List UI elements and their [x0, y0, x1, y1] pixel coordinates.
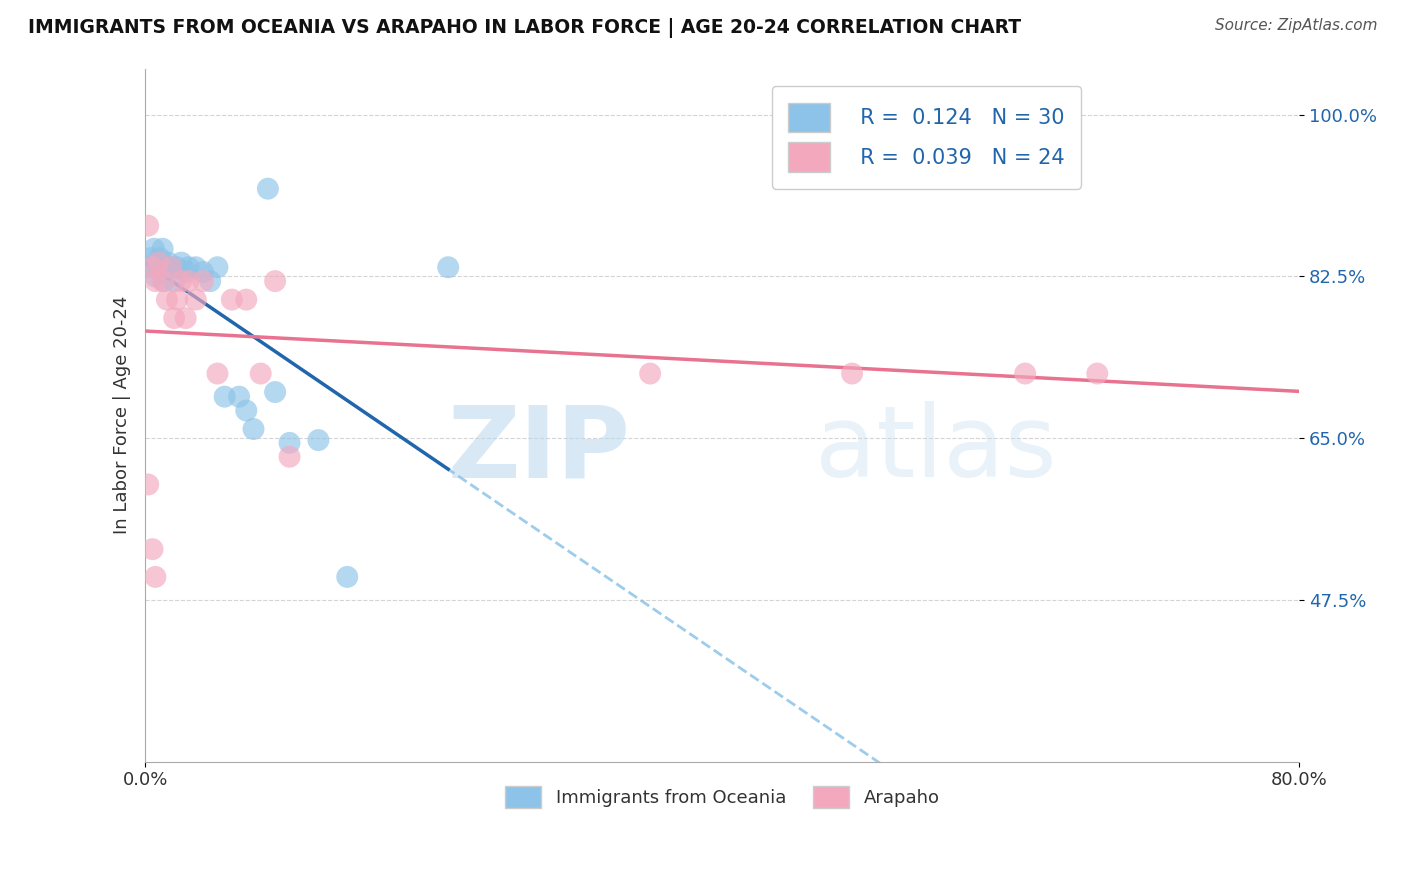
- Point: [170, 274, 193, 288]
- Point: [1085, 367, 1108, 381]
- Legend: Immigrants from Oceania, Arapaho: Immigrants from Oceania, Arapaho: [498, 779, 946, 815]
- Point: [177, 260, 200, 275]
- Point: [145, 269, 167, 284]
- Point: [166, 293, 188, 307]
- Point: [136, 477, 159, 491]
- Y-axis label: In Labor Force | Age 20-24: In Labor Force | Age 20-24: [114, 296, 131, 534]
- Point: [145, 570, 167, 584]
- Point: [141, 260, 163, 275]
- Point: [166, 260, 188, 275]
- Point: [437, 260, 460, 275]
- Point: [149, 251, 172, 265]
- Point: [235, 293, 257, 307]
- Point: [139, 251, 162, 265]
- Point: [148, 255, 170, 269]
- Point: [156, 260, 179, 275]
- Point: [153, 274, 176, 288]
- Point: [191, 265, 214, 279]
- Point: [160, 260, 183, 275]
- Point: [174, 311, 197, 326]
- Point: [207, 367, 229, 381]
- Point: [841, 367, 863, 381]
- Point: [184, 260, 207, 275]
- Point: [278, 435, 301, 450]
- Point: [143, 242, 166, 256]
- Point: [249, 367, 271, 381]
- Point: [152, 242, 174, 256]
- Point: [264, 385, 287, 400]
- Point: [184, 293, 207, 307]
- Point: [157, 255, 180, 269]
- Point: [207, 260, 229, 275]
- Point: [257, 182, 280, 196]
- Text: atlas: atlas: [814, 401, 1056, 499]
- Point: [163, 274, 186, 288]
- Point: [221, 293, 243, 307]
- Point: [214, 390, 236, 404]
- Point: [307, 433, 329, 447]
- Point: [228, 390, 250, 404]
- Point: [160, 260, 183, 275]
- Point: [264, 274, 287, 288]
- Point: [136, 219, 159, 233]
- Point: [336, 570, 359, 584]
- Point: [1014, 367, 1036, 381]
- Text: ZIP: ZIP: [447, 401, 630, 499]
- Point: [638, 367, 661, 381]
- Point: [148, 260, 170, 275]
- Point: [242, 422, 264, 436]
- Point: [278, 450, 301, 464]
- Point: [152, 274, 174, 288]
- Point: [191, 274, 214, 288]
- Point: [141, 542, 163, 557]
- Point: [177, 274, 200, 288]
- Point: [156, 293, 179, 307]
- Point: [174, 265, 197, 279]
- Point: [163, 311, 186, 326]
- Point: [136, 260, 159, 275]
- Text: IMMIGRANTS FROM OCEANIA VS ARAPAHO IN LABOR FORCE | AGE 20-24 CORRELATION CHART: IMMIGRANTS FROM OCEANIA VS ARAPAHO IN LA…: [28, 18, 1021, 37]
- Text: Source: ZipAtlas.com: Source: ZipAtlas.com: [1215, 18, 1378, 33]
- Point: [145, 274, 167, 288]
- Point: [235, 403, 257, 417]
- Point: [200, 274, 222, 288]
- Point: [170, 255, 193, 269]
